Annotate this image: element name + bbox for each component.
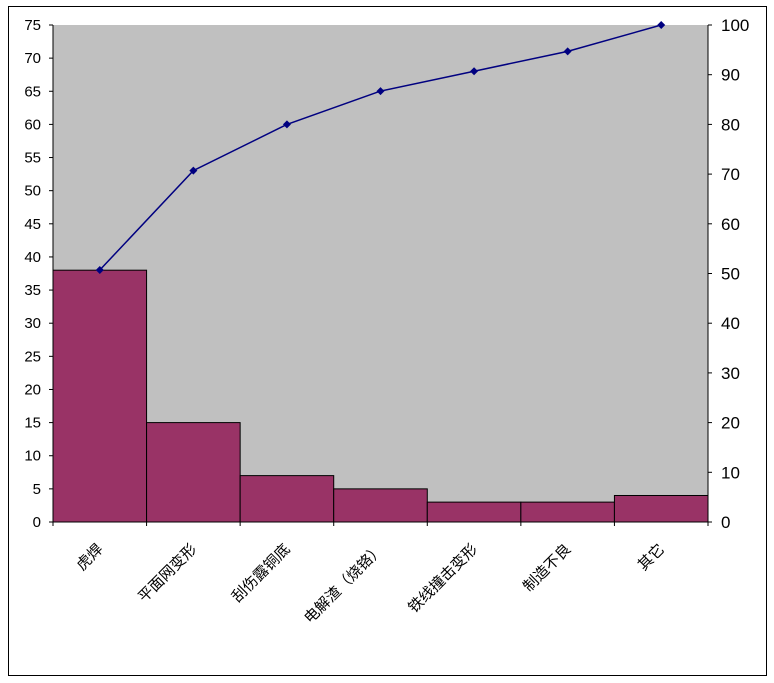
category-label: 铁线撞击变形 bbox=[405, 540, 481, 616]
cumulative-point-6 bbox=[563, 47, 572, 56]
left-tick-label: 45 bbox=[24, 216, 41, 233]
bar-4 bbox=[333, 488, 428, 523]
right-tick-label: 40 bbox=[721, 314, 740, 333]
left-tick-label: 5 bbox=[33, 481, 41, 498]
category-label: 其它 bbox=[634, 540, 668, 574]
left-tick-label: 50 bbox=[24, 183, 41, 200]
category-label: 虎焊 bbox=[73, 540, 107, 574]
left-tick-label: 60 bbox=[24, 116, 41, 133]
category-label: 电解渣（烧铬） bbox=[300, 540, 387, 627]
cumulative-point-7 bbox=[657, 21, 666, 29]
bar-5 bbox=[426, 501, 522, 523]
left-tick-label: 35 bbox=[24, 282, 41, 299]
right-tick-label: 80 bbox=[721, 115, 740, 134]
bar-2 bbox=[146, 422, 241, 523]
right-tick-label: 10 bbox=[721, 463, 740, 482]
left-tick-label: 55 bbox=[24, 150, 41, 167]
category-label: 刮伤露铜底 bbox=[228, 540, 294, 606]
left-tick-label: 0 bbox=[33, 514, 41, 531]
left-tick-label: 20 bbox=[24, 381, 41, 398]
cumulative-point-1 bbox=[95, 266, 104, 275]
left-tick-label: 75 bbox=[24, 17, 41, 34]
bar-7 bbox=[613, 494, 709, 523]
left-tick-label: 70 bbox=[24, 50, 41, 67]
category-label: 制造不良 bbox=[519, 540, 574, 595]
right-tick-label: 20 bbox=[721, 414, 740, 433]
right-tick-label: 70 bbox=[721, 165, 740, 184]
right-tick-label: 30 bbox=[721, 364, 740, 383]
bar-6 bbox=[520, 501, 615, 523]
cumulative-point-3 bbox=[282, 120, 291, 129]
cumulative-point-5 bbox=[470, 67, 479, 76]
cumulative-point-2 bbox=[189, 166, 198, 175]
right-tick-label: 60 bbox=[721, 215, 740, 234]
right-tick-label: 100 bbox=[721, 16, 749, 35]
left-tick-label: 25 bbox=[24, 348, 41, 365]
left-tick-label: 40 bbox=[24, 249, 41, 266]
left-tick-label: 65 bbox=[24, 83, 41, 100]
bar-1 bbox=[52, 269, 148, 523]
left-tick-label: 10 bbox=[24, 448, 41, 465]
left-tick-label: 30 bbox=[24, 315, 41, 332]
cumulative-point-4 bbox=[376, 87, 385, 96]
right-tick-label: 90 bbox=[721, 66, 740, 85]
bar-3 bbox=[239, 475, 335, 523]
category-label: 平面网变形 bbox=[134, 540, 200, 606]
right-tick-label: 50 bbox=[721, 265, 740, 284]
right-tick-label: 0 bbox=[721, 513, 730, 532]
left-tick-label: 15 bbox=[24, 415, 41, 432]
